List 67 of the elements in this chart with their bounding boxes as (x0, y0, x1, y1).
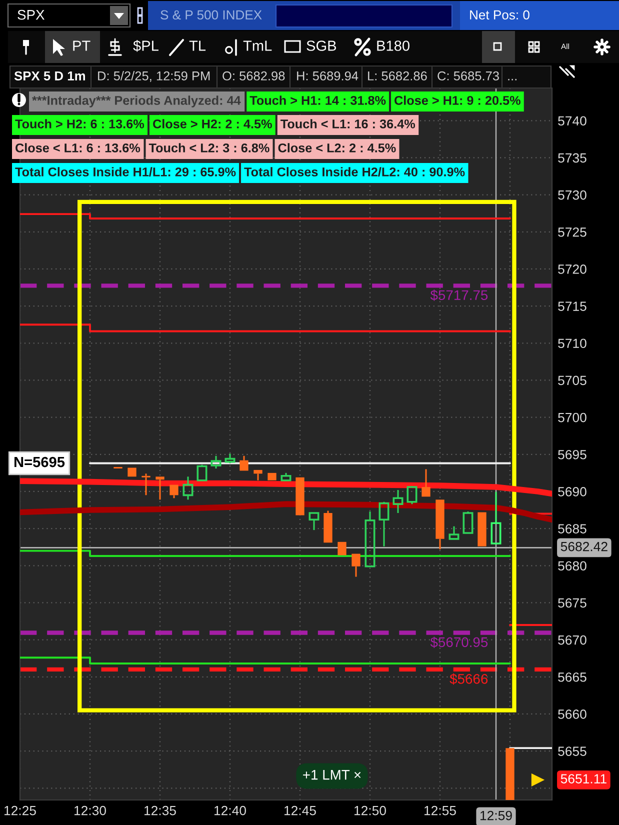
text: D: 5/2/25, 12:59 PM (98, 71, 210, 82)
y-tick-label: 5715 (558, 302, 586, 311)
chart-title: SPX 5 D 1m (14, 71, 85, 80)
y-tick-label: 5700 (558, 412, 586, 422)
x-tick-label: 12:30 (74, 806, 106, 816)
annotation: Close < L2: 2 : 4.5% (278, 143, 396, 152)
annotation: Total Closes Inside H2/L2: 40 : 90.9% (244, 167, 465, 177)
text: H: 5689.94 (297, 71, 358, 80)
y-tick-label: 5690 (558, 487, 586, 496)
y-tick-label: 5740 (558, 116, 586, 126)
candlestick (254, 470, 262, 482)
candlestick (422, 468, 430, 497)
annotation: Close > H1: 9 : 20.5% (394, 96, 520, 105)
ref-line-label: $5670.95 (430, 636, 488, 648)
annotation: Close < L1: 6 : 13.6% (16, 143, 140, 152)
y-tick-label: 5710 (558, 338, 586, 348)
text: L: 5682.86 (368, 71, 427, 80)
y-tick-label: 5680 (558, 561, 586, 571)
y-tick-label: 5675 (558, 598, 586, 608)
y-tick-label: 5735 (558, 153, 586, 163)
annotation: Close > H2: 2 : 4.5% (153, 119, 272, 128)
text: SPX (18, 10, 44, 20)
y-tick-label: 5685 (558, 524, 586, 534)
text: O: 5682.98 (222, 71, 285, 80)
text: B180 (377, 40, 410, 51)
annotation: +1 LMT × (303, 770, 361, 780)
x-tick-label: 12:25 (4, 806, 36, 816)
y-tick-label: 5705 (558, 376, 586, 386)
candlestick (156, 476, 164, 500)
x-tick-label: 12:50 (354, 806, 386, 816)
ref-line-label: $5666 (450, 673, 488, 685)
x-tick-label: 12:55 (424, 806, 456, 816)
annotation: Touch < L2: 3 : 6.8% (148, 143, 270, 152)
y-tick-label: 5655 (558, 746, 586, 756)
series-label: N=5695 (14, 456, 65, 468)
ref-line-label: 5682.42 (560, 542, 608, 552)
candlestick (170, 484, 178, 499)
x-tick-label: 12:45 (284, 806, 316, 816)
candlestick (142, 472, 150, 496)
annotation: Touch > H2: 6 : 13.6% (15, 119, 144, 128)
y-tick-label: 5660 (558, 710, 586, 719)
text: TL (189, 40, 206, 51)
text: C: 5685.73 (438, 71, 499, 80)
y-tick-label: 5695 (558, 450, 586, 460)
x-tick-label: 12:40 (214, 806, 246, 816)
text: PT (73, 40, 90, 51)
candlestick (324, 510, 332, 543)
data-label: 5651.11 (560, 774, 606, 784)
annotation: Touch < L1: 16 : 36.4% (280, 119, 416, 128)
y-tick-label: 5730 (558, 190, 586, 200)
y-tick-label: 5670 (558, 635, 586, 645)
ref-line-label: 12:59 (480, 810, 512, 820)
text: SGB (306, 40, 336, 51)
annotation: ***Intraday*** Periods Analyzed: 44 (32, 96, 241, 108)
candlestick (240, 455, 248, 471)
y-tick-label: 5665 (558, 672, 586, 682)
text: $PL (133, 40, 158, 52)
annotation: Touch > H1: 14 : 31.8% (250, 96, 386, 105)
y-tick-label: 5720 (558, 264, 586, 274)
text: ... (508, 78, 516, 80)
x-tick-label: 12:35 (144, 806, 176, 816)
text: S & P 500 INDEX (160, 10, 262, 20)
y-tick-label: 5725 (558, 227, 586, 237)
text: TmL (243, 40, 272, 51)
text: Net Pos: 0 (470, 10, 530, 20)
annotation: Total Closes Inside H1/L1: 29 : 65.9% (15, 167, 236, 177)
ref-line-label: $5717.75 (430, 290, 488, 301)
